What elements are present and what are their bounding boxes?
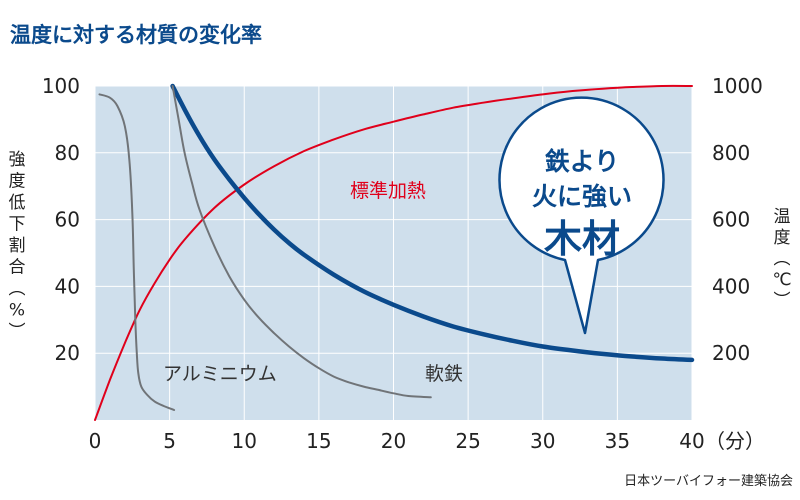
x-axis-label: （分）	[705, 429, 765, 453]
x-tick-label: 5	[163, 429, 176, 453]
callout-line-2: 火に強い	[532, 182, 632, 211]
standard-heating-line	[94, 84, 693, 421]
source-credit: 日本ツーバイフォー建築協会	[624, 474, 793, 489]
y-left-tick-label: 40	[55, 274, 80, 298]
y-axis-left-label: 強度低下割合︵% ︶	[9, 150, 26, 342]
y-axis-left-ticks: 20 40 60 80 100	[42, 74, 80, 365]
y-right-tick-label: 800	[712, 141, 750, 165]
y-left-tick-label: 20	[55, 341, 80, 365]
y-left-tick-label: 80	[55, 141, 80, 165]
y-axis-right-label: 温度︵ ℃ ︶	[772, 207, 791, 311]
aluminum-label: アルミニウム	[163, 363, 277, 385]
y-right-tick-label: 1000	[712, 74, 763, 98]
y-left-tick-label: 100	[42, 74, 80, 98]
y-right-tick-label: 400	[712, 274, 750, 298]
chart-title: 温度に対する材質の変化率	[10, 23, 262, 47]
x-tick-label: 20	[381, 429, 406, 453]
wood-line	[170, 83, 695, 363]
y-axis-right-title: 温度︵ ℃ ︶	[772, 207, 791, 311]
callout-line-3: 木材	[544, 217, 620, 261]
series-layer	[94, 83, 695, 421]
aluminum-line	[98, 93, 176, 411]
y-right-tick-label: 600	[712, 208, 750, 232]
soft-iron-label: 軟鉄	[425, 363, 463, 385]
x-tick-label: 25	[455, 429, 480, 453]
y-axis-right-ticks: 200 400 600 800 1000	[712, 74, 763, 365]
y-right-tick-label: 200	[712, 341, 750, 365]
callout-shape	[498, 96, 665, 335]
y-left-tick-label: 60	[55, 208, 80, 232]
x-tick-label: 35	[605, 429, 630, 453]
x-tick-label: 0	[89, 429, 102, 453]
y-axis-left-title: 強度低下割合︵% ︶	[9, 150, 26, 342]
x-tick-label: 10	[232, 429, 257, 453]
callout-bubble: 鉄より 火に強い 木材	[498, 96, 665, 335]
x-tick-label: 15	[306, 429, 331, 453]
x-axis-ticks: 0 5 10 15 20 25 30 35 40	[89, 429, 705, 453]
callout-line-1: 鉄より	[545, 147, 620, 176]
soft-iron-line	[171, 85, 432, 399]
x-tick-label: 30	[530, 429, 555, 453]
x-tick-label: 40	[679, 429, 704, 453]
standard-heating-label: 標準加熱	[350, 180, 426, 202]
